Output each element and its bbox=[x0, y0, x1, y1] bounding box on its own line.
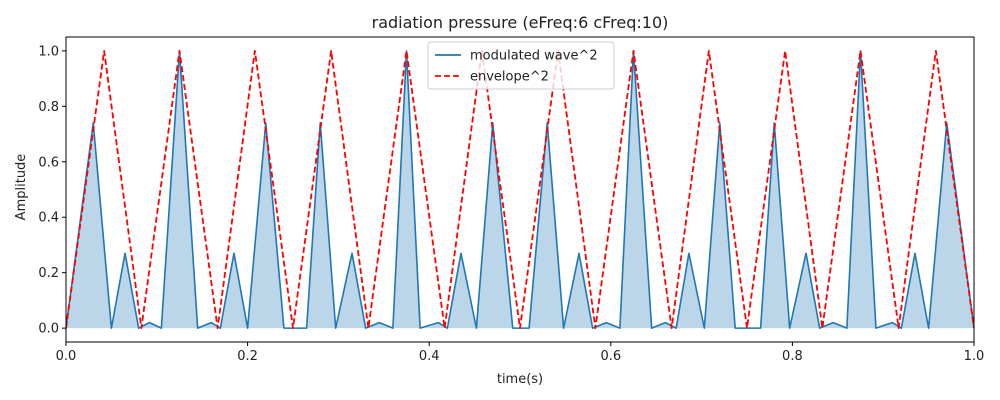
data-point-1-8 bbox=[368, 327, 370, 329]
data-point-1-7 bbox=[330, 50, 332, 52]
data-point-0-26 bbox=[447, 327, 449, 329]
data-point-1-6 bbox=[292, 327, 294, 329]
data-point-0-31 bbox=[528, 327, 530, 329]
data-point-0-14 bbox=[283, 327, 285, 329]
x-axis-ticks: 0.0 0.2 0.4 0.6 0.8 1.0 bbox=[56, 342, 985, 364]
data-point-0-19 bbox=[351, 252, 353, 254]
data-point-0-51 bbox=[819, 327, 821, 329]
y-tick-label: 0.8 bbox=[38, 100, 59, 115]
chart-title: radiation pressure (eFreq:6 cFreq:10) bbox=[372, 13, 669, 32]
data-point-0-39 bbox=[651, 327, 653, 329]
data-point-0-40 bbox=[664, 322, 666, 324]
legend-label-0: modulated wave^2 bbox=[470, 49, 598, 64]
data-point-1-15 bbox=[633, 50, 635, 52]
data-point-1-5 bbox=[254, 50, 256, 52]
data-point-1-22 bbox=[898, 327, 900, 329]
data-point-0-18 bbox=[335, 327, 337, 329]
data-point-0-22 bbox=[392, 327, 394, 329]
data-point-0-46 bbox=[748, 327, 750, 329]
data-point-0-30 bbox=[512, 327, 514, 329]
data-point-0-24 bbox=[419, 327, 421, 329]
y-axis-label: Amplitude bbox=[14, 154, 29, 221]
data-point-0-5 bbox=[149, 322, 151, 324]
data-point-0-41 bbox=[675, 327, 677, 329]
data-point-1-16 bbox=[671, 327, 673, 329]
data-point-0-56 bbox=[891, 322, 893, 324]
data-point-0-3 bbox=[124, 252, 126, 254]
y-tick-label: 0.0 bbox=[38, 322, 59, 337]
data-point-1-3 bbox=[179, 50, 181, 52]
data-point-1-4 bbox=[217, 327, 219, 329]
data-point-0-35 bbox=[592, 327, 594, 329]
data-point-0-28 bbox=[476, 327, 478, 329]
series-line-1 bbox=[66, 49, 974, 330]
data-point-0-8 bbox=[197, 327, 199, 329]
legend-label-1: envelope^2 bbox=[470, 70, 549, 85]
data-point-0-21 bbox=[378, 322, 380, 324]
data-point-0-42 bbox=[688, 252, 690, 254]
data-point-0-33 bbox=[563, 327, 565, 329]
data-point-1-10 bbox=[444, 327, 446, 329]
data-point-0-37 bbox=[619, 327, 621, 329]
x-axis-label: time(s) bbox=[497, 372, 543, 387]
data-point-0-16 bbox=[306, 327, 308, 329]
plot-area bbox=[66, 49, 974, 330]
data-point-0-2 bbox=[111, 327, 113, 329]
x-tick-label: 0.6 bbox=[600, 349, 621, 364]
y-tick-label: 0.4 bbox=[38, 211, 59, 226]
data-point-1-21 bbox=[860, 50, 862, 52]
data-point-0-6 bbox=[161, 327, 163, 329]
y-tick-label: 1.0 bbox=[38, 44, 59, 59]
data-point-1-1 bbox=[103, 50, 105, 52]
axes-frame bbox=[65, 36, 975, 343]
data-point-0-20 bbox=[365, 327, 367, 329]
data-point-0-49 bbox=[789, 327, 791, 329]
data-point-0-57 bbox=[901, 327, 903, 329]
data-point-0-27 bbox=[460, 252, 462, 254]
data-point-0-4 bbox=[138, 327, 140, 329]
data-point-0-52 bbox=[832, 322, 834, 324]
data-point-1-19 bbox=[784, 50, 786, 52]
y-tick-label: 0.6 bbox=[38, 155, 59, 170]
data-point-1-14 bbox=[595, 327, 597, 329]
legend-box bbox=[427, 41, 615, 90]
data-point-0-10 bbox=[220, 327, 222, 329]
y-axis-ticks: 0.0 0.2 0.4 0.6 0.8 1.0 bbox=[38, 44, 66, 337]
data-point-0-59 bbox=[928, 327, 930, 329]
x-tick-label: 1.0 bbox=[964, 349, 985, 364]
data-point-0-58 bbox=[914, 252, 916, 254]
data-point-1-20 bbox=[822, 327, 824, 329]
data-point-1-9 bbox=[406, 50, 408, 52]
data-point-0-43 bbox=[704, 327, 706, 329]
data-point-0-25 bbox=[437, 322, 439, 324]
data-point-0-11 bbox=[233, 252, 235, 254]
data-point-0-53 bbox=[846, 327, 848, 329]
data-point-0-45 bbox=[734, 327, 736, 329]
x-tick-label: 0.4 bbox=[419, 349, 440, 364]
data-point-0-47 bbox=[760, 327, 762, 329]
x-tick-label: 0.0 bbox=[56, 349, 77, 364]
x-tick-label: 0.2 bbox=[237, 349, 258, 364]
x-tick-label: 0.8 bbox=[782, 349, 803, 364]
data-point-1-12 bbox=[519, 327, 521, 329]
data-point-0-36 bbox=[605, 322, 607, 324]
data-point-1-17 bbox=[708, 50, 710, 52]
data-point-0-9 bbox=[210, 322, 212, 324]
y-tick-label: 0.2 bbox=[38, 266, 59, 281]
data-point-0-55 bbox=[875, 327, 877, 329]
legend: modulated wave^2 envelope^2 bbox=[427, 41, 615, 90]
data-point-1-2 bbox=[141, 327, 143, 329]
data-point-0-12 bbox=[247, 327, 249, 329]
data-point-0-34 bbox=[578, 252, 580, 254]
data-point-0-50 bbox=[805, 252, 807, 254]
data-point-0-15 bbox=[297, 327, 299, 329]
data-point-1-23 bbox=[935, 50, 937, 52]
data-point-1-18 bbox=[746, 327, 748, 329]
